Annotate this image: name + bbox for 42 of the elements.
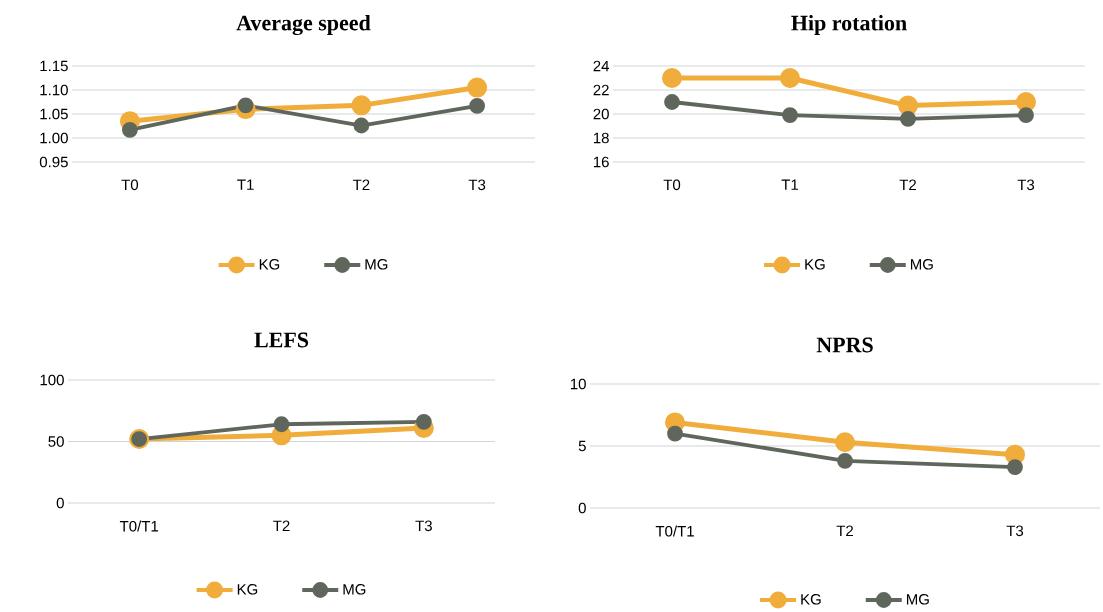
y-tick-label: 0 bbox=[578, 502, 586, 514]
x-tick-label: T0 bbox=[663, 179, 681, 191]
y-tick-label: 1.05 bbox=[40, 108, 68, 120]
chart-title: NPRS bbox=[816, 337, 873, 353]
x-tick-label: T0/T1 bbox=[119, 520, 159, 532]
y-tick-label: 1.10 bbox=[40, 84, 68, 96]
chart-title: LEFS bbox=[254, 332, 309, 348]
legend-label: KG bbox=[801, 593, 821, 605]
legend-label: KG bbox=[259, 259, 280, 270]
y-tick-label: 16 bbox=[593, 156, 609, 168]
legend-label: MG bbox=[906, 593, 929, 605]
legend-label: MG bbox=[343, 584, 366, 595]
y-tick-label: 5 bbox=[578, 440, 586, 452]
x-tick-label: T2 bbox=[899, 179, 917, 190]
y-tick-label: 22 bbox=[593, 84, 609, 96]
y-tick-label: 10 bbox=[570, 378, 586, 390]
x-tick-label: T0 bbox=[121, 179, 139, 191]
x-tick-label: T3 bbox=[415, 520, 432, 532]
y-tick-label: 100 bbox=[40, 374, 64, 386]
y-tick-label: 20 bbox=[593, 108, 609, 120]
chart-title: Average speed bbox=[236, 14, 371, 36]
chart-title: Hip rotation bbox=[791, 15, 907, 35]
x-tick-label: T3 bbox=[468, 179, 486, 191]
x-tick-label: T1 bbox=[781, 179, 799, 190]
legend-label: KG bbox=[237, 584, 258, 595]
x-tick-label: T2 bbox=[836, 525, 854, 536]
y-tick-label: 24 bbox=[593, 60, 610, 72]
y-tick-label: 18 bbox=[593, 132, 609, 144]
x-tick-label: T2 bbox=[352, 179, 370, 190]
y-tick-label: 0.95 bbox=[39, 156, 68, 168]
y-tick-label: 1.15 bbox=[40, 60, 68, 72]
legend-label: MG bbox=[365, 259, 388, 270]
legend-label: MG bbox=[910, 258, 933, 270]
x-tick-label: T3 bbox=[1006, 525, 1024, 537]
x-tick-label: T0/T1 bbox=[655, 525, 694, 537]
x-tick-label: T1 bbox=[237, 179, 254, 190]
y-tick-label: 1.00 bbox=[40, 132, 68, 144]
legend-label: KG bbox=[805, 258, 825, 270]
x-tick-label: T2 bbox=[273, 520, 290, 531]
y-tick-label: 0 bbox=[56, 497, 64, 509]
y-tick-label: 50 bbox=[48, 436, 64, 447]
x-tick-label: T3 bbox=[1017, 179, 1035, 191]
